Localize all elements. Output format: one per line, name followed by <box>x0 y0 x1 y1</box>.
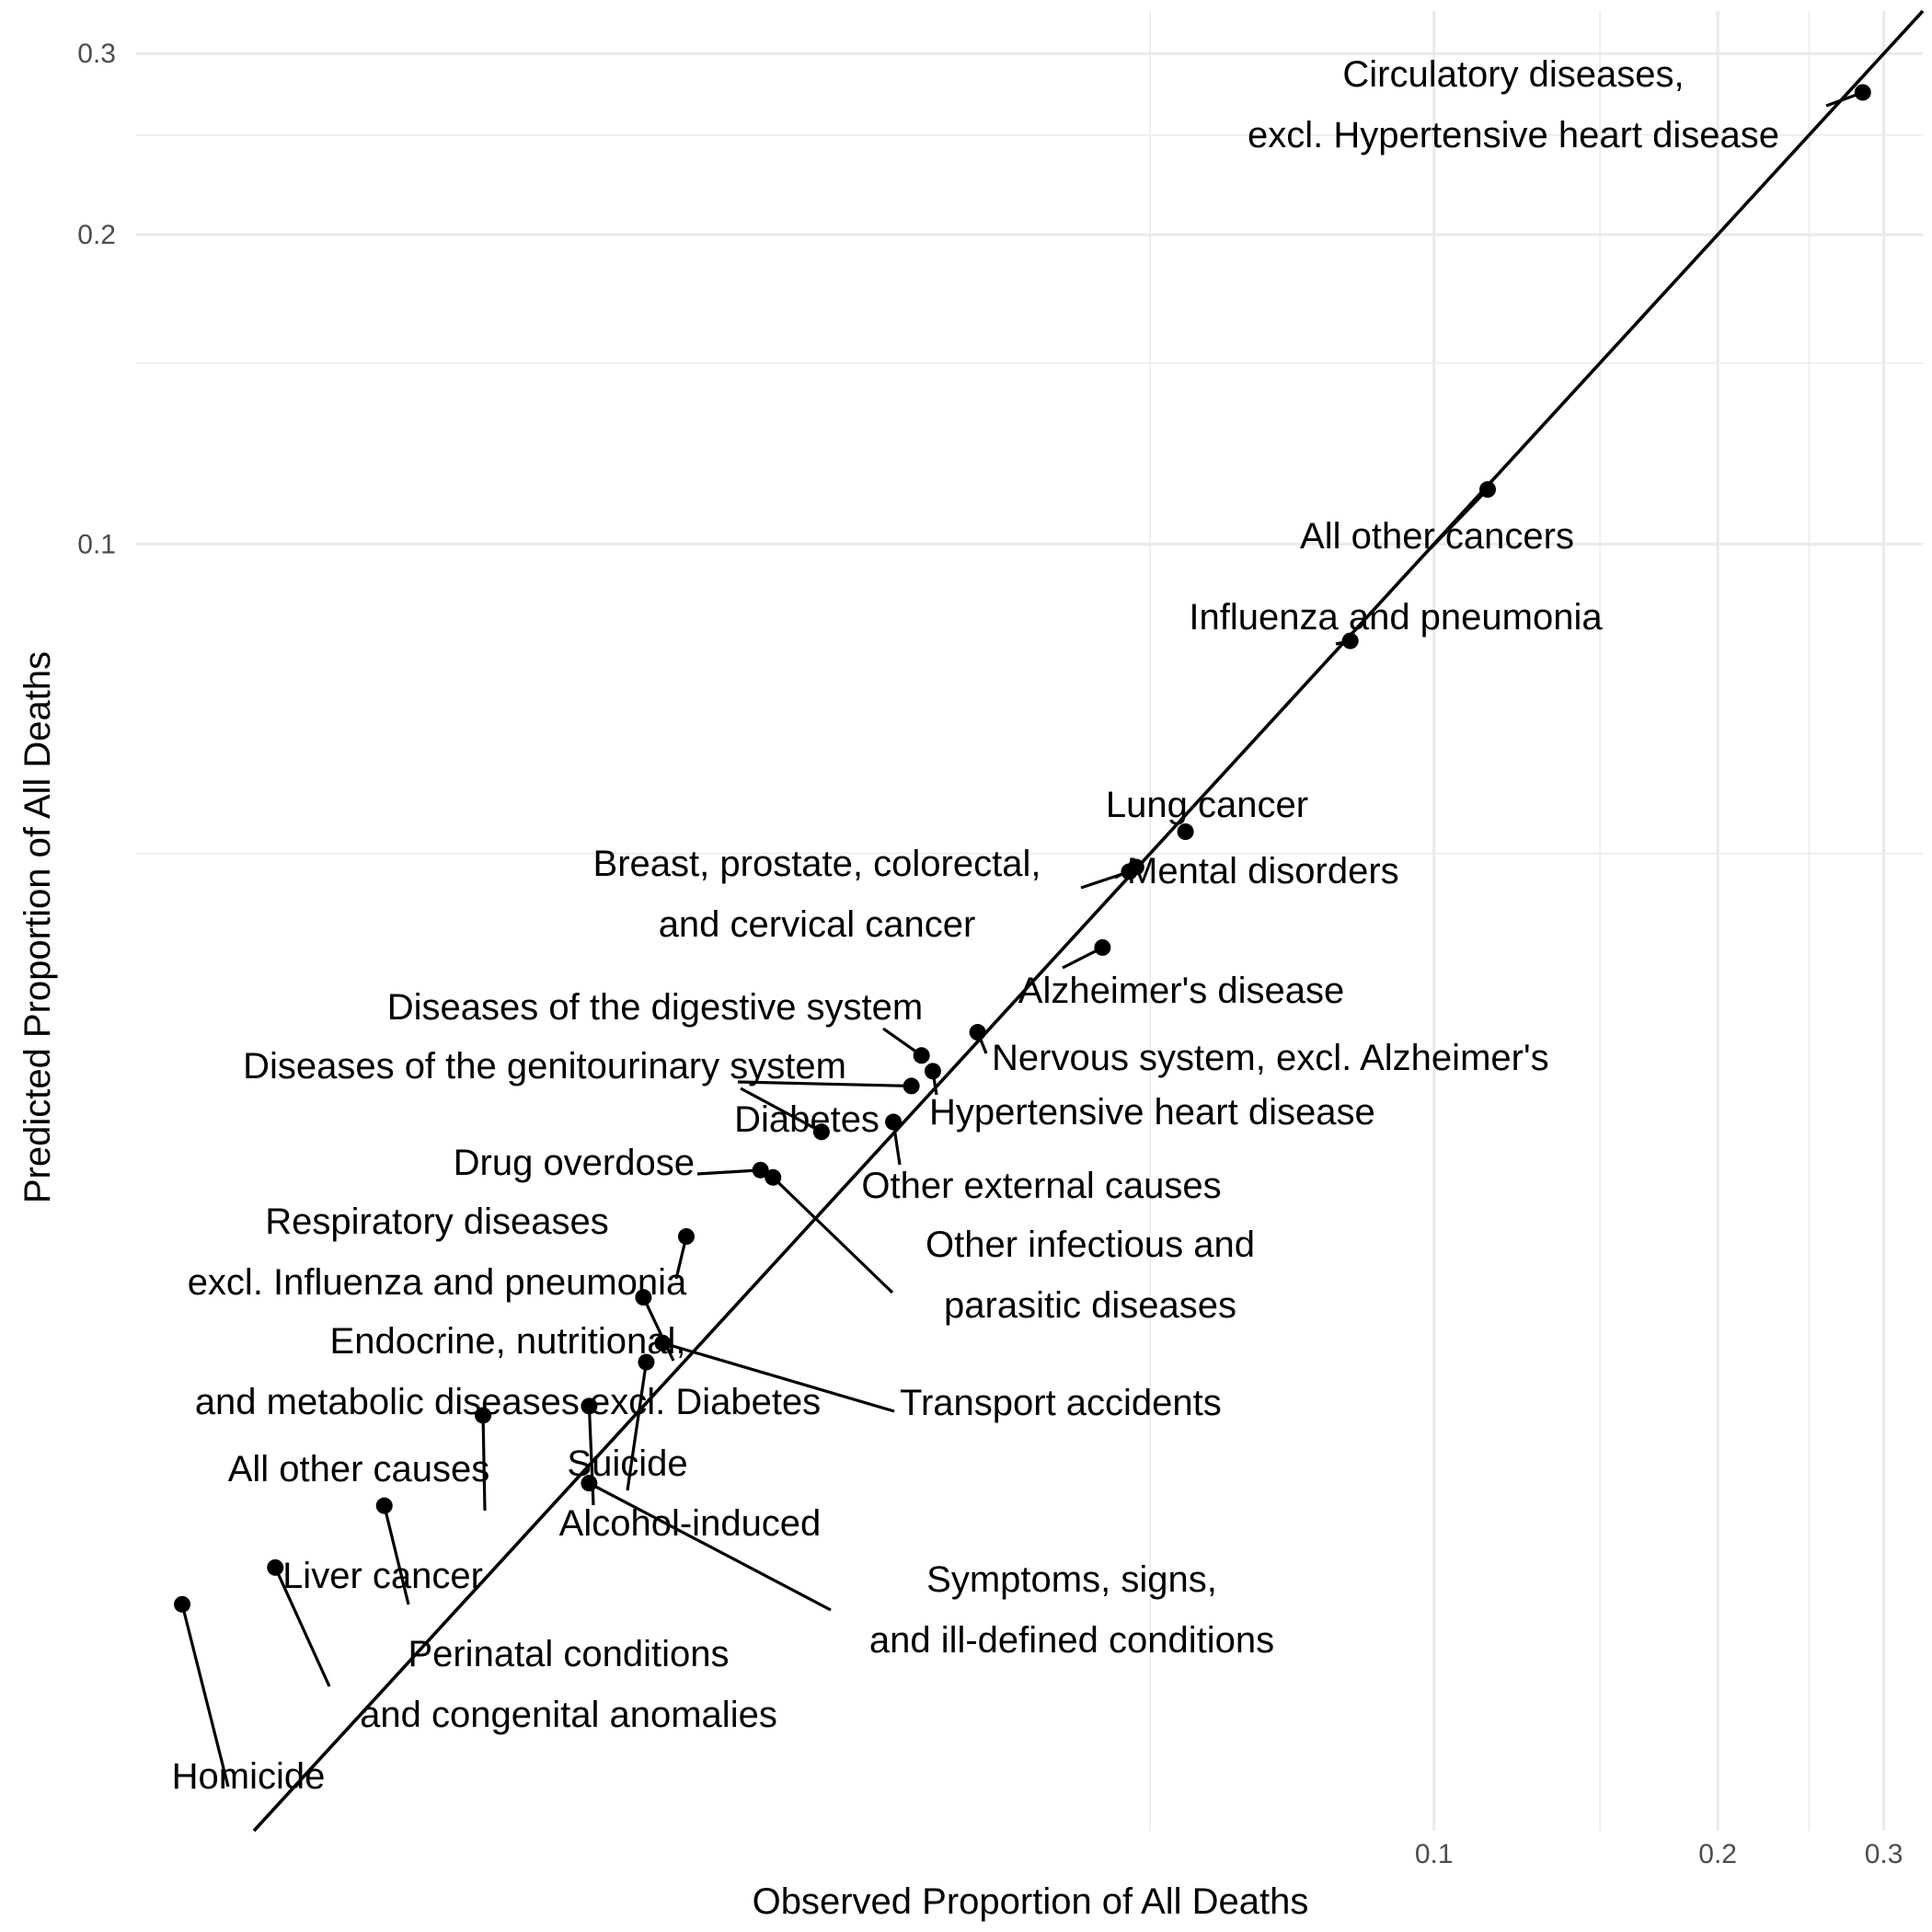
data-point-label: Diabetes <box>734 1099 880 1140</box>
data-point-label: Diseases of the genitourinary system <box>243 1046 846 1087</box>
label-leader-line <box>1080 869 1130 890</box>
data-point <box>812 1123 830 1141</box>
data-point-label: Mental disorders <box>1127 851 1399 891</box>
data-point <box>1341 632 1359 650</box>
data-point-label: Endocrine, nutritional, and metabolic dis… <box>195 1321 821 1422</box>
label-leader-line <box>737 1080 912 1088</box>
data-point <box>903 1077 920 1095</box>
label-leader-line <box>1429 488 1489 550</box>
data-point <box>1121 863 1138 880</box>
data-point-label: All other causes <box>228 1449 490 1489</box>
data-point-label: Transport accidents <box>900 1383 1222 1423</box>
grid <box>136 11 1923 1831</box>
data-point <box>475 1407 492 1424</box>
data-point-label: Lung cancer <box>1106 785 1308 825</box>
data-point-label: Influenza and pneumonia <box>1189 597 1603 638</box>
data-point <box>752 1161 769 1179</box>
identity-reference-line <box>252 9 1925 1833</box>
data-point <box>174 1595 191 1613</box>
data-point <box>654 1334 672 1351</box>
y-tick-label: 0.3 <box>77 39 116 69</box>
data-point-label: Circulatory diseases, excl. Hypertensive … <box>1248 54 1779 155</box>
data-point-label: Other infectious and parasitic diseases <box>926 1225 1255 1326</box>
data-point <box>638 1353 655 1371</box>
data-point-label: Suicide <box>567 1443 687 1484</box>
data-point <box>581 1475 598 1492</box>
data-point-label: All other cancers <box>1300 516 1574 557</box>
point-labels: Circulatory diseases, excl. Hypertensive … <box>172 54 1779 1797</box>
label-leader-line <box>626 1362 649 1491</box>
data-point <box>1854 84 1871 101</box>
data-point-label: Respiratory diseases excl. Influenza and … <box>188 1202 687 1303</box>
label-leader-lines <box>180 90 1864 1788</box>
data-point-label: Other external causes <box>861 1166 1221 1206</box>
data-points <box>174 84 1871 1613</box>
data-point-label: Liver cancer <box>282 1556 483 1596</box>
label-leader-line <box>740 1087 822 1133</box>
y-tick-label: 0.2 <box>77 220 116 250</box>
data-point <box>924 1063 941 1080</box>
data-point-label: Hypertensive heart disease <box>929 1092 1375 1133</box>
data-point-label: Diseases of the digestive system <box>387 987 923 1028</box>
x-tick-label: 0.1 <box>1415 1839 1454 1869</box>
label-leader-line <box>180 1604 230 1788</box>
data-point-label: Homicide <box>172 1756 326 1797</box>
data-point <box>581 1397 598 1415</box>
data-point <box>913 1047 930 1064</box>
label-leader-line <box>481 1415 487 1512</box>
data-point <box>375 1497 393 1514</box>
data-point <box>677 1228 695 1246</box>
data-point <box>765 1168 782 1186</box>
axes: 0.1 0.2 0.3 0.1 0.2 0.3 <box>77 39 1903 1869</box>
label-leader-line <box>588 1481 832 1612</box>
data-point-label: Symptoms, signs, and ill-defined conditio… <box>869 1559 1274 1661</box>
data-point-label: Nervous system, excl. Alzheimer's <box>992 1038 1549 1078</box>
x-tick-label: 0.3 <box>1865 1839 1903 1869</box>
data-point <box>1094 938 1111 956</box>
x-tick-label: 0.2 <box>1698 1839 1737 1869</box>
label-leader-line <box>273 1567 331 1687</box>
y-tick-label: 0.1 <box>77 529 116 559</box>
label-leader-line <box>641 1296 675 1362</box>
label-leader-line <box>696 1168 761 1176</box>
data-point-label: Alcohol-induced <box>559 1503 822 1544</box>
label-leader-line <box>772 1176 894 1294</box>
data-point-label: Breast, prostate, colorectal, and cervica… <box>593 844 1041 945</box>
label-leader-line <box>661 1341 895 1413</box>
data-point <box>1177 823 1194 841</box>
data-point <box>969 1024 986 1041</box>
data-point-label: Alzheimer's disease <box>1018 971 1344 1011</box>
data-point <box>885 1113 903 1131</box>
label-leader-line <box>383 1505 410 1605</box>
data-point-label: Perinatal conditions and congenital anoma… <box>360 1634 777 1735</box>
x-axis-title: Observed Proportion of All Deaths <box>753 1881 1309 1922</box>
data-point <box>1479 481 1497 499</box>
data-point <box>267 1558 284 1576</box>
y-axis-title: Predicted Proportion of All Deaths <box>17 651 58 1203</box>
data-point-label: Drug overdose <box>454 1143 695 1183</box>
data-point <box>635 1289 652 1306</box>
